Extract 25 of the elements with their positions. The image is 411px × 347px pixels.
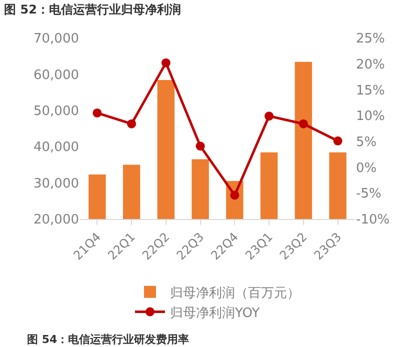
y-tick-label: 60,000 xyxy=(34,68,79,83)
y-tick-label: 40,000 xyxy=(34,140,79,156)
point xyxy=(298,119,308,128)
legend-label: 归母净利润YOY xyxy=(170,306,260,321)
y2-tick-label: 0% xyxy=(356,160,377,176)
chart-title: 图 52：电信运营行业归母净利润 xyxy=(4,2,181,17)
y-tick-label: 20,000 xyxy=(34,212,79,228)
point xyxy=(196,142,205,151)
point xyxy=(92,108,102,118)
y-tick-label: 30,000 xyxy=(34,176,79,192)
y2-tick-label: 5% xyxy=(356,134,377,150)
y-tick-label: 70,000 xyxy=(34,32,79,47)
y2-tick-label: -5% xyxy=(356,186,382,202)
point xyxy=(161,58,170,68)
caption: 图 54：电信运营行业研发费用率 xyxy=(27,333,190,346)
y-tick-label: 50,000 xyxy=(34,104,79,119)
legend-label: 归母净利润（百万元） xyxy=(170,286,300,301)
y2-tick-label: 10% xyxy=(356,109,385,124)
y2-tick-label: 25% xyxy=(356,32,385,47)
point xyxy=(333,136,342,146)
y2-tick-label: 15% xyxy=(356,83,385,98)
y2-tick-label: -10% xyxy=(356,212,390,228)
y2-tick-label: 20% xyxy=(356,57,385,72)
point xyxy=(127,119,136,128)
point xyxy=(264,112,274,121)
